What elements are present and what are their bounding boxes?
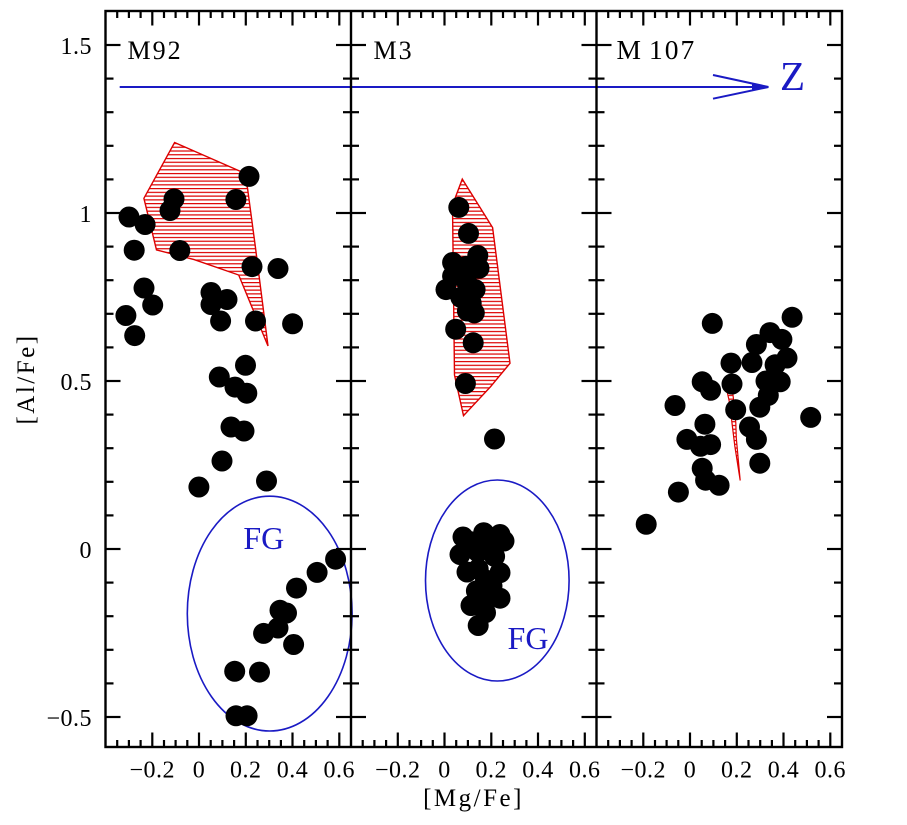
svg-text:[Mg/Fe]: [Mg/Fe] (423, 785, 524, 812)
svg-text:−0.2: −0.2 (130, 758, 176, 784)
svg-text:0.4: 0.4 (522, 758, 554, 784)
svg-text:0: 0 (438, 758, 451, 784)
svg-text:0: 0 (80, 538, 93, 564)
svg-text:0.4: 0.4 (768, 758, 800, 784)
svg-text:0.5: 0.5 (61, 370, 93, 396)
svg-text:−0.5: −0.5 (46, 706, 92, 732)
svg-text:−0.2: −0.2 (375, 758, 421, 784)
svg-text:0: 0 (193, 758, 206, 784)
svg-text:0.2: 0.2 (721, 758, 753, 784)
svg-text:−0.2: −0.2 (621, 758, 667, 784)
svg-text:1: 1 (80, 202, 93, 228)
svg-text:M3: M3 (374, 36, 414, 65)
svg-text:1.5: 1.5 (61, 34, 93, 60)
svg-text:[Al/Fe]: [Al/Fe] (13, 333, 40, 424)
svg-text:Z: Z (780, 53, 805, 99)
svg-text:FG: FG (243, 520, 284, 556)
svg-text:0.2: 0.2 (230, 758, 262, 784)
svg-text:M92: M92 (128, 36, 183, 65)
svg-text:0.2: 0.2 (476, 758, 508, 784)
svg-text:0.4: 0.4 (277, 758, 309, 784)
svg-text:0.6: 0.6 (569, 758, 601, 784)
svg-text:0.6: 0.6 (324, 758, 356, 784)
svg-text:FG: FG (508, 620, 549, 656)
svg-text:0: 0 (684, 758, 697, 784)
svg-text:0.6: 0.6 (815, 758, 847, 784)
